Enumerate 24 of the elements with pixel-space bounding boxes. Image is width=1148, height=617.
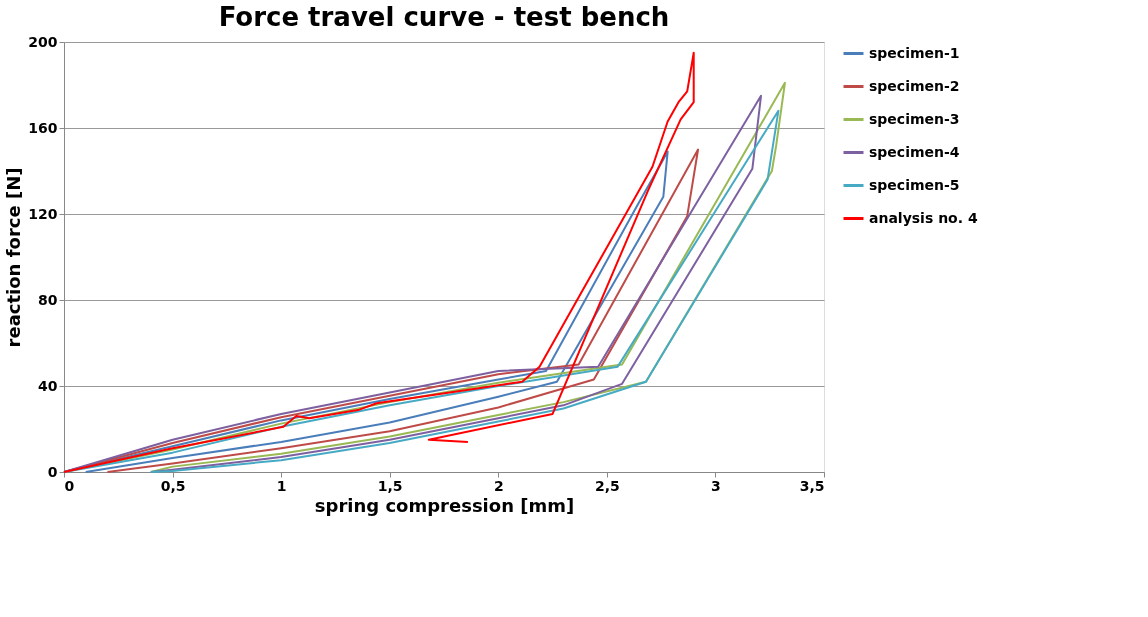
x-tick-label: 1,5 — [377, 477, 403, 494]
y-axis-title: reaction force [N] — [3, 167, 25, 348]
line-series — [63, 51, 695, 473]
x-tick-label: 1 — [276, 477, 287, 494]
x-tick-label: 2,5 — [594, 477, 620, 494]
x-tick-label: 2 — [493, 477, 504, 494]
legend-label: specimen-2 — [869, 77, 960, 94]
legend-label: specimen-1 — [869, 44, 960, 61]
legend-label: specimen-3 — [869, 110, 960, 127]
y-tick-label: 200 — [28, 33, 58, 50]
x-axis-title: spring compression [mm] — [314, 494, 575, 516]
legend-label: specimen-4 — [869, 143, 960, 160]
x-tick-label: 3 — [711, 477, 721, 494]
legend-label: specimen-5 — [869, 176, 960, 193]
x-tick-label: 0,5 — [160, 477, 186, 494]
y-tick-label: 0 — [47, 463, 58, 480]
y-tick-label: 80 — [38, 291, 58, 308]
y-tick-label: 160 — [28, 119, 58, 136]
chart-title: Force travel curve - test bench — [218, 2, 670, 32]
x-tick-label: 3,5 — [799, 477, 825, 494]
y-tick-label: 40 — [38, 377, 58, 394]
y-tick-label: 120 — [28, 205, 58, 222]
x-tick-label: 0 — [64, 477, 75, 494]
legend-label: analysis no. 4 — [869, 209, 978, 226]
